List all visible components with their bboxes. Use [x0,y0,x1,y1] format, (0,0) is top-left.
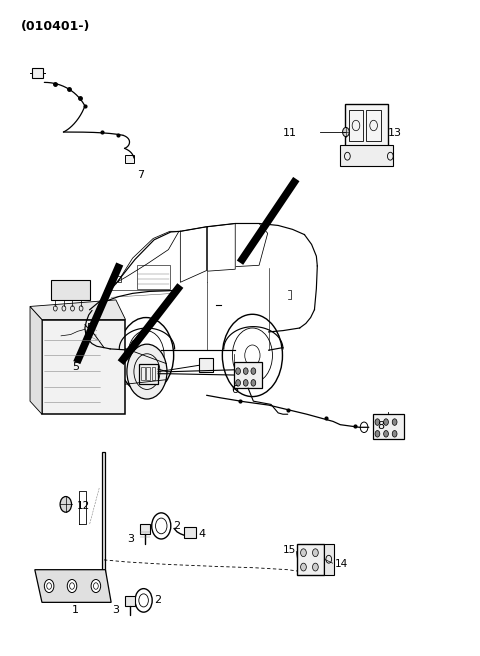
Text: 15: 15 [283,545,296,555]
Circle shape [384,419,388,425]
Circle shape [312,563,318,571]
Circle shape [251,380,256,386]
Bar [146,367,150,380]
Circle shape [343,127,349,136]
Bar [137,264,170,289]
Circle shape [375,430,380,437]
Circle shape [236,368,240,375]
Circle shape [127,344,167,399]
Bar [349,110,363,141]
Text: 12: 12 [77,501,90,510]
Text: 6: 6 [231,386,238,396]
Text: 8: 8 [377,420,384,431]
Bar [140,524,150,534]
Bar [152,367,155,380]
Bar [234,362,262,388]
Text: 3: 3 [112,605,119,615]
Circle shape [392,419,397,425]
Bar [51,280,90,300]
Polygon shape [30,300,125,319]
Bar [297,544,324,575]
Bar [113,276,121,282]
Circle shape [384,430,388,437]
Text: 1: 1 [72,605,79,615]
Text: 13: 13 [388,129,402,138]
Polygon shape [68,452,106,576]
Text: 11: 11 [283,129,297,138]
Bar [139,364,158,384]
Circle shape [375,419,380,425]
Bar [199,358,213,373]
Polygon shape [35,569,111,602]
Bar [324,544,334,575]
Circle shape [300,549,306,557]
Text: 3: 3 [127,534,134,544]
Circle shape [236,380,240,386]
Text: 7: 7 [137,170,144,180]
Circle shape [251,368,256,375]
Bar [141,367,144,380]
Bar [366,110,381,141]
Text: 2: 2 [173,521,180,531]
Bar [345,104,388,146]
Circle shape [67,579,77,592]
Text: 5: 5 [86,323,93,333]
Circle shape [91,579,101,592]
Text: 5: 5 [72,362,79,372]
Circle shape [60,497,72,512]
Circle shape [300,563,306,571]
Circle shape [392,430,397,437]
Text: (010401-): (010401-) [21,20,90,33]
Bar [42,319,125,414]
Bar [124,596,135,605]
Circle shape [44,579,54,592]
Text: 4: 4 [198,529,205,539]
Text: 2: 2 [154,596,161,605]
Bar [184,527,196,539]
Bar [125,155,134,163]
Bar [340,145,393,166]
Circle shape [243,368,248,375]
Circle shape [312,549,318,557]
Circle shape [243,380,248,386]
Circle shape [132,340,136,347]
Polygon shape [30,306,42,414]
Text: 14: 14 [335,560,348,569]
Bar [372,414,404,439]
Bar [33,68,43,78]
